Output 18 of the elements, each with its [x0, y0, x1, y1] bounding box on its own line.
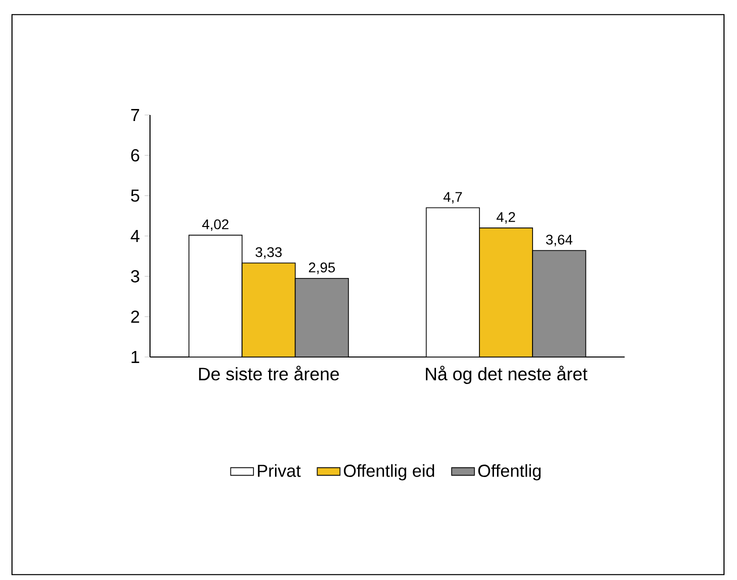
y-tick-label: 6	[131, 149, 140, 162]
data-label: 4,2	[496, 212, 516, 224]
legend-label: Offentlig eid	[344, 464, 434, 480]
y-tick-label: 2	[131, 310, 140, 323]
y-tick-label: 1	[132, 351, 140, 363]
legend-label: Privat	[258, 464, 301, 477]
data-label: 3,33	[256, 247, 282, 259]
y-tick-label: 7	[131, 109, 140, 121]
data-label: 4,02	[202, 219, 228, 231]
y-tick-label: 3	[130, 270, 140, 282]
data-label: 4,7	[443, 192, 462, 204]
y-tick-label: 5	[131, 190, 140, 202]
x-tick-label: De siste tre årene	[199, 366, 339, 380]
data-label: 2,95	[308, 262, 335, 274]
data-label: 3,64	[546, 234, 572, 246]
y-tick-label: 4	[130, 230, 140, 242]
legend-label: Offentlig	[478, 464, 541, 480]
x-tick-label: Nå og det neste året	[426, 366, 588, 384]
